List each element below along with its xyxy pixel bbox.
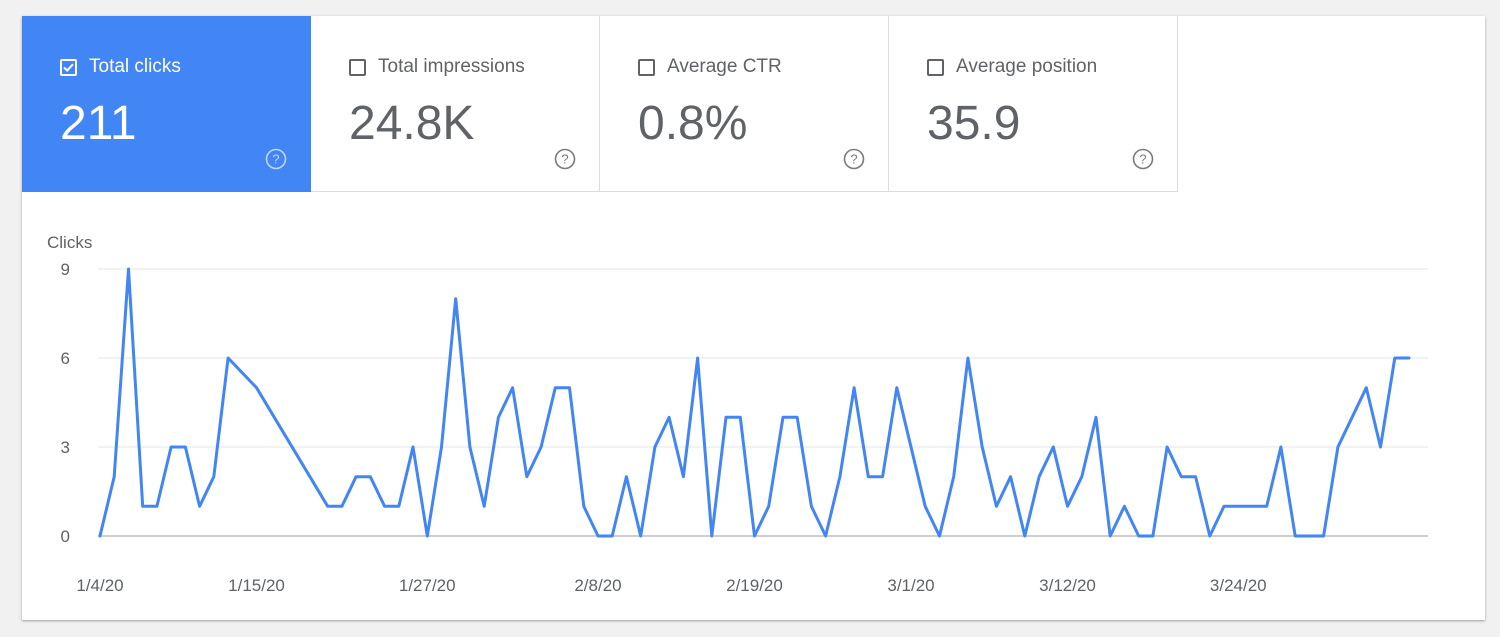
checkbox-unchecked-icon[interactable] <box>927 58 944 76</box>
y-tick-label: 9 <box>61 260 70 279</box>
metric-average-position[interactable]: Average position 35.9 ? <box>889 16 1178 192</box>
help-circle-icon[interactable]: ? <box>1132 148 1154 170</box>
x-tick-label: 3/24/20 <box>1210 576 1267 595</box>
metric-header: Average CTR <box>638 56 782 78</box>
metric-average-ctr[interactable]: Average CTR 0.8% ? <box>600 16 889 192</box>
clicks-series-line <box>98 267 1411 538</box>
x-tick-label: 1/4/20 <box>76 576 123 595</box>
svg-text:?: ? <box>561 152 568 167</box>
x-tick-label: 1/27/20 <box>399 576 456 595</box>
y-tick-label: 6 <box>61 349 70 368</box>
help-circle-icon[interactable]: ? <box>265 148 287 170</box>
y-tick-label: 3 <box>61 438 70 457</box>
metric-total-clicks[interactable]: Total clicks 211 ? <box>22 16 311 192</box>
x-tick-label: 1/15/20 <box>228 576 285 595</box>
metric-header: Total clicks <box>60 56 181 78</box>
help-circle-icon[interactable]: ? <box>554 148 576 170</box>
checkbox-unchecked-icon[interactable] <box>638 58 655 76</box>
line-chart: Clicks 0 3 6 9 1/4/20 1/15/20 1/27/20 2/8/20 2/19… <box>47 233 1428 595</box>
metric-value: 0.8% <box>638 97 748 150</box>
metric-label: Average CTR <box>667 56 782 77</box>
x-tick-label: 2/8/20 <box>574 576 621 595</box>
y-tick-label: 0 <box>61 527 70 546</box>
metric-tabs: Total clicks 211 ? Total impressions 24.… <box>22 16 1178 192</box>
metric-header: Average position <box>927 56 1097 78</box>
clicks-chart: Clicks 0 3 6 9 1/4/20 1/15/20 1/27/20 2/8/20 2/19… <box>22 192 1485 620</box>
metric-header: Total impressions <box>349 56 525 78</box>
x-tick-label: 3/12/20 <box>1039 576 1096 595</box>
metric-value: 211 <box>60 97 137 150</box>
checkbox-checked-icon[interactable] <box>60 58 77 76</box>
help-circle-icon[interactable]: ? <box>843 148 865 170</box>
metric-label: Average position <box>956 56 1098 77</box>
metric-label: Total impressions <box>378 56 525 77</box>
metric-value: 24.8K <box>349 97 475 150</box>
x-tick-label: 2/19/20 <box>726 576 783 595</box>
x-tick-label: 3/1/20 <box>887 576 934 595</box>
svg-text:?: ? <box>272 152 279 167</box>
svg-text:?: ? <box>1139 152 1146 167</box>
checkbox-unchecked-icon[interactable] <box>349 58 366 76</box>
metric-label: Total clicks <box>89 56 181 77</box>
performance-card: Total clicks 211 ? Total impressions 24.… <box>22 16 1485 620</box>
y-axis-label: Clicks <box>47 233 92 252</box>
metric-total-impressions[interactable]: Total impressions 24.8K ? <box>311 16 600 192</box>
metric-value: 35.9 <box>927 97 1021 150</box>
svg-text:?: ? <box>850 152 857 167</box>
